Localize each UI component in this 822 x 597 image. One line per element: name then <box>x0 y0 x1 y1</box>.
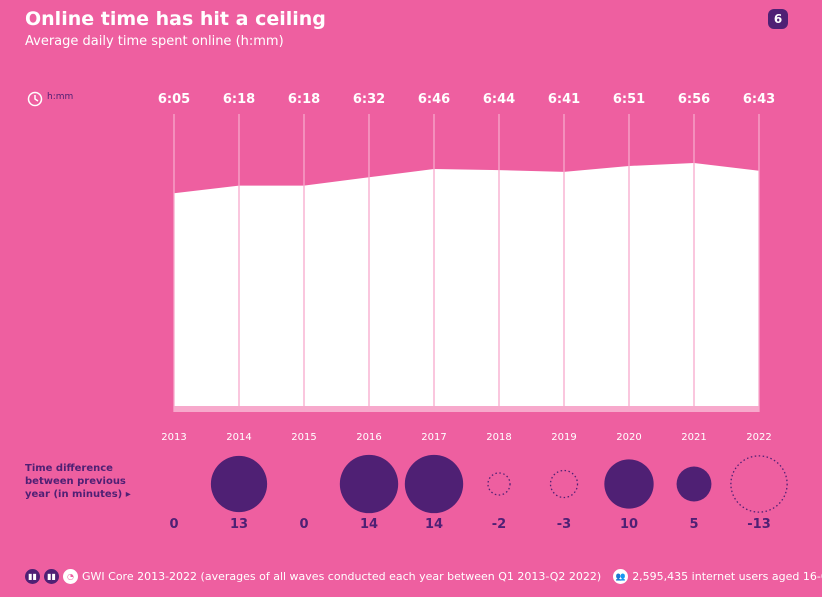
page-number-badge: 6 <box>768 9 788 29</box>
value-label: 6:32 <box>353 92 385 107</box>
value-label: 6:18 <box>223 92 255 107</box>
difference-label-value: 0 <box>299 517 308 532</box>
difference-label-value: 14 <box>360 517 378 532</box>
difference-label-value: 14 <box>425 517 443 532</box>
value-label: 6:51 <box>613 92 645 107</box>
bubble <box>604 459 654 509</box>
footer: ▮▮ ▮▮ ◔ GWI Core 2013-2022 (averages of … <box>25 569 822 584</box>
bubble <box>487 472 511 496</box>
value-label: 6:44 <box>483 92 515 107</box>
value-label: 6:46 <box>418 92 450 107</box>
bubble <box>676 466 712 502</box>
bubble <box>210 455 268 513</box>
year-label: 2020 <box>616 432 641 443</box>
bar-chart-icon: ▮▮ <box>25 569 40 584</box>
year-label: 2021 <box>681 432 706 443</box>
page-subtitle: Average daily time spent online (h:mm) <box>25 34 284 49</box>
unit-label: h:mm <box>47 92 74 102</box>
difference-label-value: 10 <box>620 517 638 532</box>
baseline <box>174 406 759 412</box>
area-series <box>174 163 759 410</box>
value-label: 6:43 <box>743 92 775 107</box>
bubble <box>339 454 399 514</box>
year-label: 2015 <box>291 432 316 443</box>
difference-label-value: -13 <box>747 517 771 532</box>
source-text: GWI Core 2013-2022 (averages of all wave… <box>82 570 602 583</box>
bubble <box>730 455 788 513</box>
year-label: 2017 <box>421 432 446 443</box>
difference-label-value: -3 <box>557 517 571 532</box>
bubble <box>404 454 464 514</box>
base-text: 2,595,435 internet users aged 16-64 <box>632 570 822 583</box>
year-label: 2014 <box>226 432 251 443</box>
difference-label: Time difference between previous year (i… <box>25 463 131 500</box>
clock-icon <box>27 91 43 107</box>
users-icon: 👥 <box>613 569 629 584</box>
difference-label-value: -2 <box>492 517 506 532</box>
bar-chart-icon: ▮▮ <box>44 569 59 584</box>
year-label: 2019 <box>551 432 576 443</box>
page-title: Online time has hit a ceiling <box>25 8 326 30</box>
value-label: 6:41 <box>548 92 580 107</box>
value-label: 6:18 <box>288 92 320 107</box>
value-label: 6:05 <box>158 92 190 107</box>
difference-label-text: Time difference between previous year (i… <box>25 463 126 500</box>
year-label: 2022 <box>746 432 771 443</box>
year-label: 2016 <box>356 432 381 443</box>
year-label: 2018 <box>486 432 511 443</box>
year-label: 2013 <box>161 432 186 443</box>
difference-label-value: 5 <box>689 517 698 532</box>
value-label: 6:56 <box>678 92 710 107</box>
difference-label-value: 13 <box>230 517 248 532</box>
pie-chart-icon: ◔ <box>63 569 78 584</box>
difference-label-value: 0 <box>169 517 178 532</box>
bubble <box>549 469 579 499</box>
